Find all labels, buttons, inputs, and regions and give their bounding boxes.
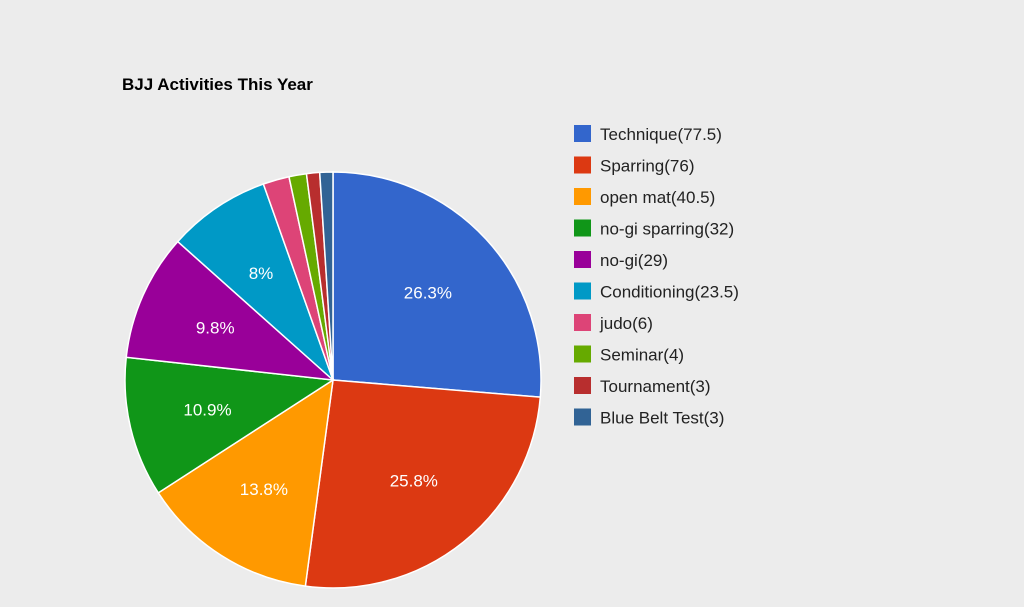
pie-slice-9 — [318, 171, 334, 381]
pie-slice-1 — [304, 379, 542, 589]
pie-slice-4 — [125, 240, 336, 382]
pie-slice-5 — [176, 183, 334, 381]
legend-label-8: Tournament(3) — [600, 377, 711, 396]
legend-swatch-8 — [574, 377, 591, 394]
legend-item-9: Blue Belt Test(3) — [574, 408, 724, 428]
legend-item-5: Conditioning(23.5) — [574, 282, 739, 302]
legend-label-9: Blue Belt Test(3) — [600, 409, 724, 428]
legend-item-4: no-gi(29) — [574, 251, 668, 270]
legend-label-7: Seminar(4) — [600, 346, 684, 365]
legend-swatch-2 — [574, 188, 591, 205]
chart-title: BJJ Activities This Year — [122, 75, 313, 94]
legend-swatch-0 — [574, 125, 591, 142]
legend-item-7: Seminar(4) — [574, 345, 684, 365]
pie-slice-3 — [124, 356, 336, 494]
legend-item-0: Technique(77.5) — [574, 125, 722, 144]
legend-swatch-5 — [574, 282, 591, 300]
legend-item-1: Sparring(76) — [574, 156, 695, 176]
slice-label-0: 26.3% — [404, 284, 452, 303]
pie-slices — [124, 171, 542, 589]
slice-label-4: 9.8% — [196, 319, 235, 338]
legend-item-3: no-gi sparring(32) — [574, 219, 734, 239]
pie-slice-0 — [332, 171, 542, 398]
legend-label-2: open mat(40.5) — [600, 188, 715, 207]
pie-slice-2 — [157, 378, 334, 587]
slice-label-5: 8% — [249, 264, 274, 283]
legend-item-2: open mat(40.5) — [574, 188, 715, 207]
legend-swatch-4 — [574, 251, 591, 268]
chart-legend: Technique(77.5) Sparring(76) open mat(40.5… — [574, 125, 739, 428]
slice-label-3: 10.9% — [183, 401, 231, 420]
legend-swatch-1 — [574, 156, 591, 174]
legend-label-3: no-gi sparring(32) — [600, 220, 734, 239]
legend-swatch-3 — [574, 219, 591, 237]
legend-label-0: Technique(77.5) — [600, 125, 722, 144]
legend-item-8: Tournament(3) — [574, 377, 711, 396]
legend-label-1: Sparring(76) — [600, 157, 695, 176]
legend-label-5: Conditioning(23.5) — [600, 283, 739, 302]
legend-label-4: no-gi(29) — [600, 251, 668, 270]
slice-label-1: 25.8% — [390, 472, 438, 491]
pie-slice-labels: 26.3% 25.8% 13.8% 10.9% 9.8% 8% — [183, 264, 452, 499]
legend-swatch-6 — [574, 314, 591, 331]
legend-swatch-9 — [574, 408, 591, 426]
slice-label-2: 13.8% — [240, 480, 288, 499]
legend-item-6: judo(6) — [574, 314, 653, 333]
legend-label-6: judo(6) — [599, 314, 653, 333]
legend-swatch-7 — [574, 345, 591, 363]
